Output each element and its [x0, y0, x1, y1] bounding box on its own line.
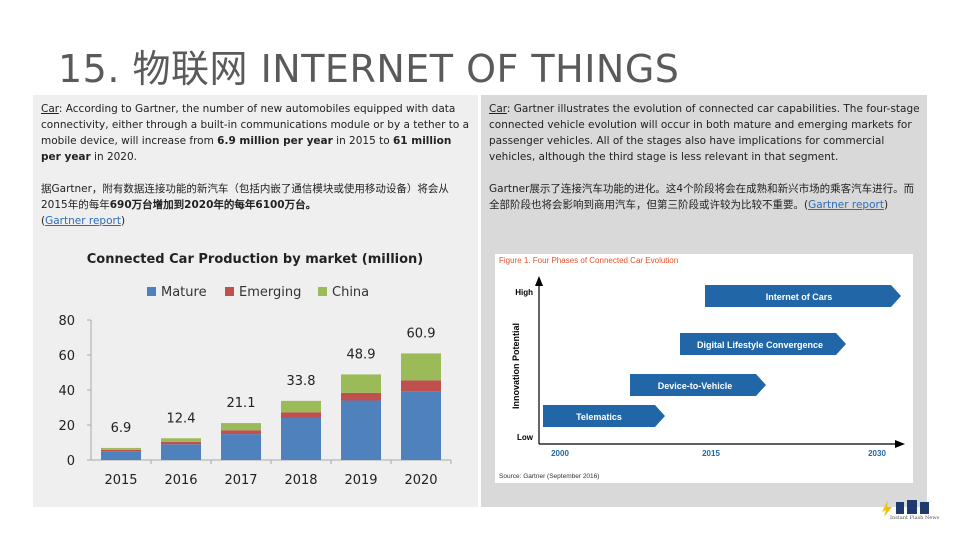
phase-label-digital-lifestyle: Digital Lifestyle Convergence [697, 340, 823, 350]
bar-mature-2016 [161, 444, 201, 460]
right-english-paragraph: Car: Gartner illustrates the evolution o… [489, 101, 921, 165]
gartner-report-link-right[interactable]: Gartner report [808, 199, 884, 211]
left-p2-bold-1: 690万台 [109, 199, 153, 211]
right-link-paren-close: ) [883, 199, 889, 211]
bar-mature-2019 [341, 400, 381, 460]
page-title: 15. 物联网 INTERNET OF THINGS [58, 47, 680, 91]
bar-mature-2015 [101, 451, 141, 460]
total-label-2017: 21.1 [227, 396, 256, 411]
right-p1-text: : Gartner illustrates the evolution of c… [489, 103, 920, 163]
y-low-label: Low [517, 433, 534, 442]
total-label-2016: 12.4 [167, 411, 196, 426]
x-tick-2000: 2000 [551, 449, 569, 458]
x-tick-label-2015: 2015 [104, 473, 137, 488]
left-p1-text-2: in 2015 to [332, 135, 393, 147]
x-tick-label-2020: 2020 [404, 473, 437, 488]
bar-china-2018 [281, 400, 321, 413]
bar-mature-2020 [401, 391, 441, 460]
left-link-line: (Gartner report) [41, 213, 471, 229]
x-tick-2030: 2030 [868, 449, 886, 458]
logo-block-1 [896, 502, 904, 514]
logo-block-3 [920, 502, 929, 514]
legend-swatch-china [318, 287, 327, 296]
total-label-2018: 33.8 [287, 374, 316, 389]
legend-label-china: China [332, 285, 369, 300]
logo-block-2 [907, 500, 917, 514]
right-chinese-paragraph: Gartner展示了连接汽车功能的进化。这4个阶段将会在成熟和新兴市场的乘客汽车… [489, 181, 921, 213]
legend-label-mature: Mature [161, 285, 207, 300]
bar-china-2015 [101, 447, 141, 450]
x-tick-label-2019: 2019 [344, 473, 377, 488]
y-axis-arrowhead [535, 276, 543, 286]
right-text-block: Car: Gartner illustrates the evolution o… [489, 101, 921, 213]
evolution-diagram: High Low Innovation Potential 2000 2015 … [511, 276, 905, 458]
figure-source: Source: Gartner (September 2016) [499, 473, 600, 480]
left-p2-bold-text: 增加到2020年的每年 [152, 199, 256, 211]
left-p1-text-3: in 2020. [90, 151, 138, 163]
car-label: Car [41, 103, 59, 115]
phase-arrow-telematics [543, 405, 665, 427]
chart-title: Connected Car Production by market (mill… [87, 252, 423, 267]
logo-mark [882, 500, 929, 517]
left-p1-text: : According to Gartner, the number of ne… [41, 103, 470, 147]
left-link-paren-close: ) [120, 215, 126, 227]
connected-car-bar-chart: Connected Car Production by market (mill… [58, 252, 452, 488]
left-p1-bold-2020: 61 million per year [41, 135, 452, 163]
figure-title: Figure 1. Four Phases of Connected Car E… [499, 256, 679, 265]
phase-arrow-device-to-vehicle [630, 374, 766, 396]
brand-logo: Instant Flash News [880, 498, 940, 524]
phase-arrow-internet-of-cars [705, 285, 901, 307]
y-high-label: High [515, 288, 533, 297]
y-tick-label-20: 20 [58, 419, 75, 434]
logo-bolt-icon [882, 500, 892, 517]
bar-china-2019 [341, 374, 381, 393]
y-tick-label-80: 80 [58, 314, 75, 329]
left-p1-bold-2015: 6.9 million per year [217, 135, 333, 147]
x-axis-arrowhead [895, 440, 905, 448]
bar-mature-2018 [281, 418, 321, 460]
bar-emerging-2019 [341, 392, 381, 401]
bar-emerging-2015 [101, 449, 141, 452]
legend-swatch-mature [147, 287, 156, 296]
x-tick-2015: 2015 [702, 449, 720, 458]
phase-label-telematics: Telematics [576, 412, 622, 422]
right-p2-text: Gartner展示了连接汽车功能的进化。这4个阶段将会在成熟和新兴市场的乘客汽车… [489, 183, 915, 211]
y-tick-label-40: 40 [58, 384, 75, 399]
left-english-paragraph: Car: According to Gartner, the number of… [41, 101, 471, 165]
y-tick-label-60: 60 [58, 349, 75, 364]
total-label-2020: 60.9 [407, 326, 436, 341]
bar-emerging-2020 [401, 380, 441, 392]
phase-arrow-digital-lifestyle [680, 333, 846, 355]
left-text-block: Car: According to Gartner, the number of… [41, 101, 471, 229]
legend-swatch-emerging [225, 287, 234, 296]
left-link-paren-open: ( [41, 215, 46, 227]
figure-y-axis-label: Innovation Potential [511, 323, 521, 409]
bar-mature-2017 [221, 434, 261, 460]
left-p2-text: 据Gartner，附有数据连接功能的新汽车（包括内嵌了通信模块或使用移动设备）将… [41, 183, 449, 211]
legend-label-emerging: Emerging [239, 285, 301, 300]
car-label-right: Car [489, 103, 507, 115]
bar-emerging-2017 [221, 430, 261, 435]
x-tick-label-2018: 2018 [284, 473, 317, 488]
phase-label-internet-of-cars: Internet of Cars [766, 292, 833, 302]
left-p2-bold-2: 6100万台。 [255, 199, 317, 211]
total-label-2015: 6.9 [111, 421, 132, 436]
logo-caption: Instant Flash News [890, 515, 940, 521]
gartner-report-link-left[interactable]: Gartner report [45, 215, 121, 227]
x-tick-label-2017: 2017 [224, 473, 257, 488]
right-link-paren-open: ( [804, 199, 809, 211]
connected-car-evolution-figure: Figure 1. Four Phases of Connected Car E… [495, 254, 913, 483]
x-tick-label-2016: 2016 [164, 473, 197, 488]
y-tick-label-0: 0 [67, 454, 75, 469]
bar-china-2017 [221, 423, 261, 431]
bar-china-2020 [401, 353, 441, 381]
bar-china-2016 [161, 438, 201, 442]
left-panel: Car: According to Gartner, the number of… [33, 95, 478, 507]
right-panel: Car: Gartner illustrates the evolution o… [481, 95, 927, 507]
left-chinese-paragraph: 据Gartner，附有数据连接功能的新汽车（包括内嵌了通信模块或使用移动设备）将… [41, 181, 471, 213]
total-label-2019: 48.9 [347, 347, 376, 362]
bar-emerging-2018 [281, 412, 321, 418]
bar-emerging-2016 [161, 441, 201, 445]
phase-label-device-to-vehicle: Device-to-Vehicle [658, 381, 733, 391]
